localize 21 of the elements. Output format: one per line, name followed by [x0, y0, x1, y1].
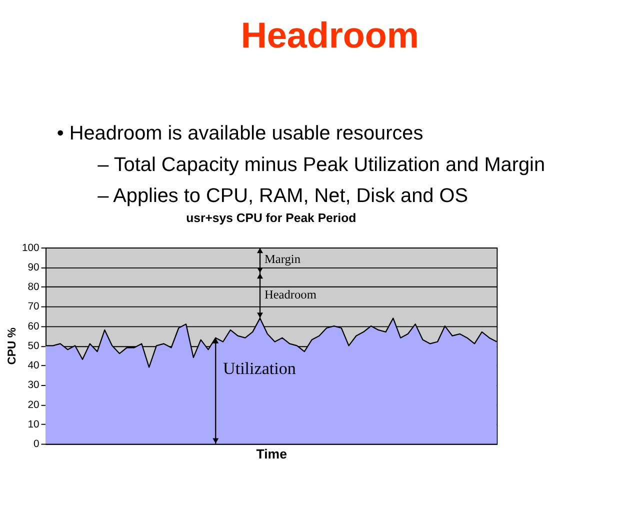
annotation: Margin — [264, 252, 300, 266]
y-tick-label: 50 — [28, 340, 40, 352]
chart-title: Headroom — [240, 14, 419, 56]
y-tick-label: 90 — [28, 262, 40, 274]
y-tick-label: 40 — [28, 360, 40, 372]
y-tick-label: 80 — [28, 282, 40, 294]
text: – Applies to CPU, RAM, Net, Disk and OS — [98, 185, 468, 208]
chart-subtitle: usr+sys CPU for Peak Period — [186, 210, 356, 225]
text: • Headroom is available usable resources — [56, 122, 424, 144]
annotation: Utilization — [223, 358, 296, 378]
y-tick-label: 30 — [28, 380, 40, 392]
text: – Total Capacity minus Peak Utilization and Margin — [98, 154, 546, 176]
y-tick-label: 10 — [28, 419, 40, 430]
annotation: Headroom — [264, 287, 317, 302]
y-tick-label: 0 — [34, 439, 40, 450]
y-axis-title: CPU % — [6, 328, 18, 365]
y-tick-label: 20 — [28, 400, 40, 411]
y-tick-label: 70 — [28, 302, 40, 313]
y-tick-label: 100 — [22, 242, 40, 254]
x-axis-title: Time — [256, 446, 287, 462]
y-tick-label: 60 — [28, 321, 40, 332]
